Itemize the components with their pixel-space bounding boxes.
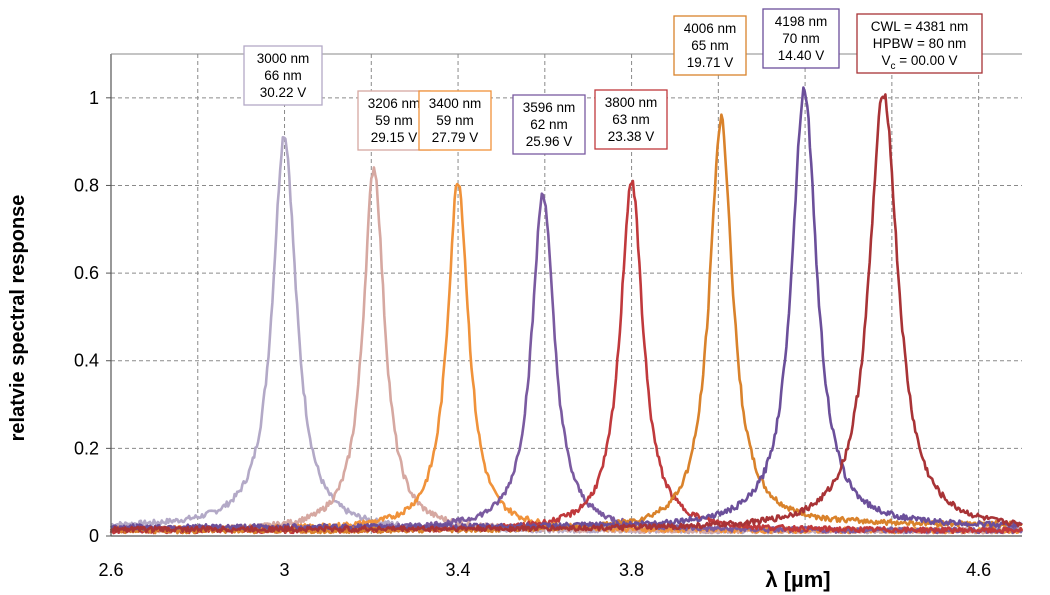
peak-annotation-text: 27.79 V	[432, 130, 479, 145]
peak-annotation-text: 3206 nm	[368, 96, 421, 111]
peak-annotation-text: 14.40 V	[778, 48, 825, 63]
peak-annotation-text: 3800 nm	[605, 95, 658, 110]
y-tick-label: 0.6	[74, 263, 99, 283]
x-tick-label: 3.4	[446, 560, 471, 580]
peak-annotation-box-4198	[762, 8, 840, 69]
y-tick-label: 0.4	[74, 351, 99, 371]
peak-annotation-text: 63 nm	[612, 112, 650, 127]
y-axis-label: relatvie spectral response	[7, 195, 29, 442]
x-axis-label: λ [µm]	[765, 567, 830, 592]
peak-annotation-box-4006	[673, 15, 747, 76]
peak-annotation-text: 23.38 V	[608, 129, 655, 144]
peak-annotation-text: CWL = 4381 nm	[871, 19, 968, 34]
peak-annotation-text: 66 nm	[264, 68, 302, 83]
x-tick-label: 3.8	[619, 560, 644, 580]
peak-annotation-box-3206	[357, 90, 431, 151]
peak-annotation-box-3000	[243, 45, 323, 106]
axes: 0 0.2 0.4 0.6 0.8 1 2.6 3 3.4 3.8 4.6	[74, 53, 1022, 580]
y-tick-label: 0.2	[74, 438, 99, 458]
peak-annotation-text: 3596 nm	[523, 100, 576, 115]
peak-annotation-text: 25.96 V	[526, 134, 573, 149]
peak-annotation-text: 30.22 V	[260, 85, 307, 100]
peak-annotation-text: 59 nm	[375, 113, 413, 128]
series-line-4381	[109, 93, 1023, 534]
peak-annotation-box-4381	[856, 13, 983, 74]
y-tick-label: 0	[89, 526, 99, 546]
y-tick-label: 1	[89, 88, 99, 108]
peak-annotation-text: 19.71 V	[687, 55, 734, 70]
peak-annotation-text: Vc = 00.00 V	[882, 53, 958, 72]
series-lines	[109, 86, 1024, 535]
peak-annotation-text: 4006 nm	[684, 21, 737, 36]
series-line-3596	[110, 192, 1023, 535]
peak-annotation-text: 4198 nm	[775, 14, 828, 29]
x-tick-label: 4.6	[966, 560, 991, 580]
y-tick-label: 0.8	[74, 175, 99, 195]
series-line-4198	[109, 86, 1023, 531]
peak-annotation-box-3596	[512, 94, 586, 155]
peak-annotation-text: 3400 nm	[429, 96, 482, 111]
x-tick-label: 3	[280, 560, 290, 580]
peak-annotation-text: 65 nm	[691, 38, 729, 53]
x-tick-label: 2.6	[98, 560, 123, 580]
series-line-3000	[110, 136, 1024, 535]
peak-annotation-text: 59 nm	[436, 113, 474, 128]
peak-annotation-text: 29.15 V	[371, 130, 418, 145]
peak-annotation-text: 62 nm	[530, 117, 568, 132]
peak-annotation-text: HPBW = 80 nm	[873, 36, 966, 51]
peak-annotation-text: 70 nm	[782, 31, 820, 46]
peak-annotation-text: 3000 nm	[257, 51, 310, 66]
peak-annotation-box-3800	[594, 89, 668, 150]
peak-annotation-box-3400	[418, 90, 492, 151]
series-line-4006	[110, 113, 1023, 535]
peak-annotations: 3000 nm 66 nm 30.22 V 3206 nm 59 nm 29.15 V 34…	[243, 8, 983, 155]
